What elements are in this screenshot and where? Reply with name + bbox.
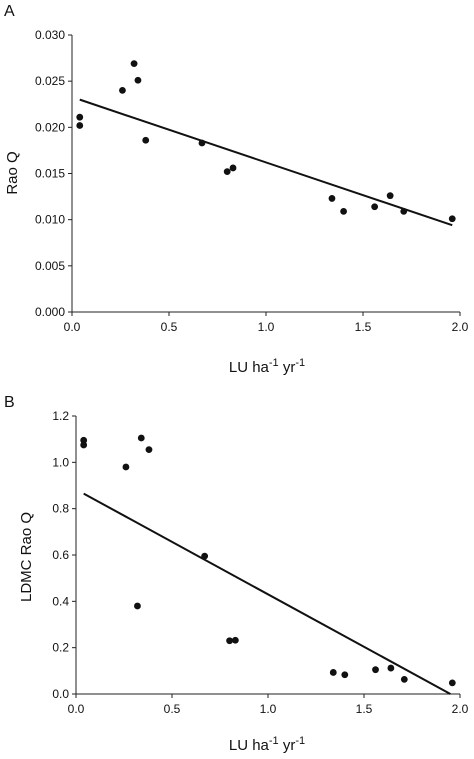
data-point	[231, 636, 239, 644]
data-point	[122, 463, 130, 471]
data-point	[119, 87, 126, 94]
data-point	[134, 76, 142, 84]
panel-a: A Rao Q LU ha-1 yr-1 0.0000.0050.0100.01…	[4, 3, 469, 376]
data-point	[448, 215, 456, 223]
y-tick-label: 0.005	[35, 259, 65, 273]
data-point	[400, 676, 408, 683]
data-point	[198, 139, 206, 147]
y-axis-label: Rao Q	[4, 151, 21, 194]
panel-label: B	[4, 394, 15, 411]
panel-b: B LDMC Rao Q LU ha-1 yr-1 0.00.20.40.60.…	[4, 394, 469, 754]
data-point	[226, 637, 234, 645]
y-tick-label: 0.4	[52, 594, 69, 608]
x-tick-label: 1.5	[356, 702, 373, 716]
y-tick-label: 0.000	[35, 305, 65, 319]
y-axis-label: LDMC Rao Q	[18, 512, 35, 602]
data-point	[145, 446, 153, 453]
x-tick-label: 0.5	[161, 320, 178, 334]
data-point	[229, 164, 237, 172]
data-point	[137, 434, 145, 442]
data-point	[142, 136, 150, 144]
y-tick-label: 0.8	[52, 502, 69, 516]
y-tick-label: 0.015	[35, 167, 65, 181]
x-tick-label: 0.0	[64, 320, 81, 334]
plot-area: 0.000 0.005 0.010 0.015 0.020 0.025 0.030 0.0 0.…	[35, 28, 469, 334]
x-axis-label: LU ha-1 yr-1	[229, 735, 305, 754]
data-point	[400, 207, 408, 215]
y-tick-label: 0.020	[35, 120, 65, 134]
data-point	[328, 195, 336, 202]
y-tick-label: 1.0	[52, 455, 69, 469]
data-point	[80, 441, 88, 449]
x-tick-label: 2.0	[452, 320, 469, 334]
data-point	[223, 168, 231, 176]
x-tick-label: 0.5	[164, 702, 181, 716]
data-point	[201, 552, 209, 560]
y-tick-label: 0.6	[52, 548, 69, 562]
y-tick-label: 1.2	[52, 409, 69, 423]
y-tick-label: 0.0	[52, 687, 69, 701]
data-point	[134, 602, 141, 610]
data-point	[76, 122, 84, 129]
x-tick-label: 0.0	[68, 702, 85, 716]
data-point	[386, 192, 394, 200]
data-point	[341, 671, 349, 679]
data-point	[329, 669, 337, 676]
y-tick-label: 0.010	[35, 213, 65, 227]
x-tick-label: 1.0	[258, 320, 275, 334]
data-point	[340, 207, 347, 215]
data-point	[371, 203, 379, 211]
y-tick-label: 0.2	[52, 641, 69, 655]
x-axis-label: LU ha-1 yr-1	[229, 357, 305, 376]
x-tick-label: 1.0	[260, 702, 277, 716]
y-tick-label: 0.030	[35, 28, 65, 42]
data-point	[130, 60, 138, 68]
trendline	[79, 98, 453, 227]
trendline	[83, 492, 451, 695]
x-tick-label: 2.0	[452, 702, 469, 716]
x-tick-label: 1.5	[355, 320, 372, 334]
data-point	[387, 664, 395, 672]
data-point	[448, 679, 456, 687]
data-point	[372, 666, 379, 674]
data-point	[76, 113, 84, 121]
plot-area: 0.0 0.2 0.4 0.6 0.8 1.0 1.2 0.0 0.5 1.0 1.5 2.0	[52, 409, 468, 716]
panel-label: A	[4, 3, 15, 20]
y-tick-label: 0.025	[35, 74, 65, 88]
